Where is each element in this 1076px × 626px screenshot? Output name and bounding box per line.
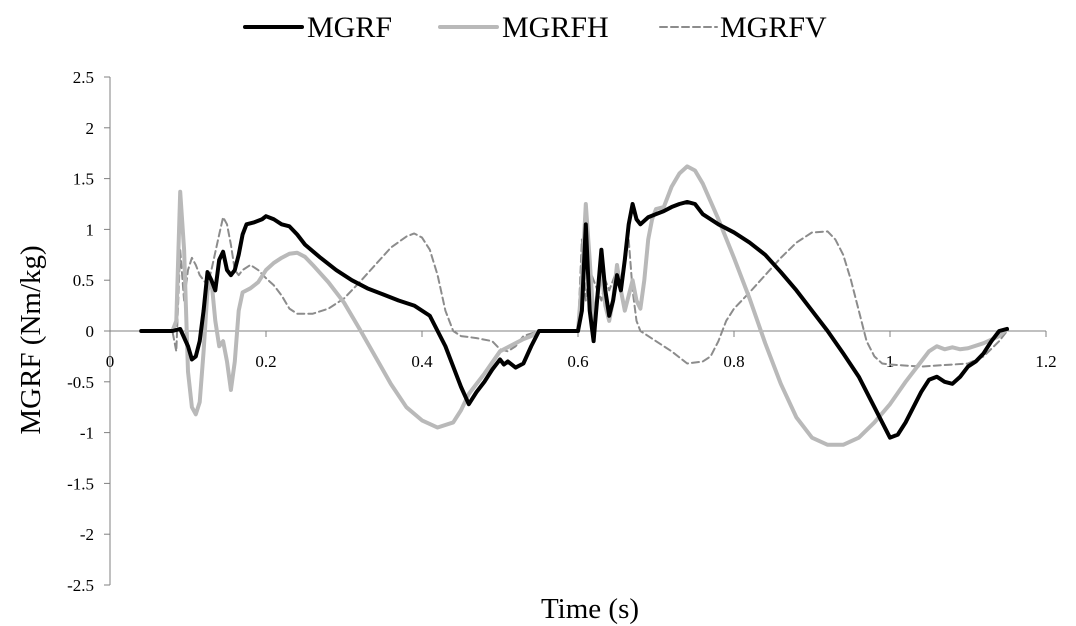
y-tick-label: -2.5 [67,576,94,595]
y-axis-ticks: 2.5 2 1.5 1 0.5 0 -0.5 -1 -1.5 -2 -2.5 [67,68,110,595]
x-tick-label: 0.6 [567,352,588,371]
legend-label-mgrf: MGRF [307,11,392,44]
y-tick-label: 2.5 [73,68,94,87]
x-tick-label: 1.2 [1035,352,1056,371]
x-axis-title: Time (s) [541,593,639,625]
x-axis-ticks: 0 0.2 0.4 0.6 0.8 1 1.2 [106,331,1057,371]
y-tick-label: -2 [80,525,94,544]
legend-label-mgrfh: MGRFH [502,11,609,44]
series-lines [139,164,1009,447]
x-tick-label: 1 [886,352,895,371]
y-tick-label: 1.5 [73,170,94,189]
series-line-mgrfh [139,164,1009,447]
y-tick-label: 2 [86,119,95,138]
x-tick-label: 0 [106,352,115,371]
legend: MGRF MGRFH MGRFV [243,11,827,44]
y-tick-label: -1.5 [67,474,94,493]
y-tick-label: 1 [86,220,95,239]
series-line-mgrfv [140,216,1008,368]
x-tick-label: 0.4 [411,352,433,371]
x-tick-label: 0.8 [723,352,744,371]
y-tick-label: 0 [86,322,95,341]
series-line-mgrf [139,199,1009,440]
y-tick-label: 0.5 [73,271,94,290]
legend-label-mgrfv: MGRFV [720,11,827,44]
x-tick-label: 0.2 [255,352,276,371]
y-tick-label: -1 [80,424,94,443]
y-axis-title: MGRF (Nm/kg) [15,245,47,434]
y-tick-label: -0.5 [67,373,94,392]
